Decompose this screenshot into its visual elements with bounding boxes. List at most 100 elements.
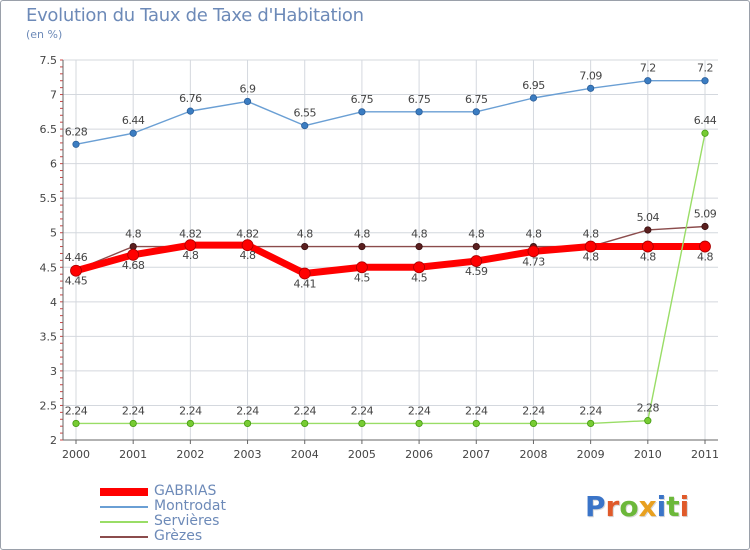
data-label-montrodat: 6.75: [408, 93, 431, 106]
x-tick-label: 2008: [519, 448, 547, 461]
data-point-montrodat: [243, 97, 252, 106]
data-point-gabrias: [298, 267, 311, 280]
data-label-gabrias: 4.45: [65, 275, 88, 288]
data-label-gabrias: 4.59: [465, 265, 488, 278]
x-tick-label: 2010: [634, 448, 662, 461]
chart-title: Evolution du Taux de Taxe d'Habitation: [26, 5, 364, 26]
data-point-servires: [186, 419, 194, 428]
data-point-servires: [529, 419, 538, 428]
data-point-gabrias: [241, 239, 254, 252]
data-label-servires: 2.24: [293, 404, 316, 417]
y-tick-label: 7: [50, 89, 57, 102]
data-label-montrodat: 6.95: [522, 79, 545, 92]
series-line-montrodat: [75, 80, 706, 145]
data-label-servires: 6.44: [694, 114, 717, 127]
x-tick-label: 2004: [291, 448, 319, 461]
data-point-servires: [358, 419, 366, 428]
data-point-montrodat: [301, 122, 309, 130]
y-tick-label: 3: [50, 365, 57, 378]
data-point-gabrias: [470, 255, 483, 267]
data-point-servires: [72, 419, 80, 428]
y-tick-label: 2: [50, 434, 57, 447]
logo-letter: i: [656, 490, 667, 523]
legend: GABRIAS Montrodat Servières Grèzes: [100, 484, 360, 544]
data-label-gabrias: 4.68: [122, 259, 145, 272]
data-label-gabrias: 4.5: [354, 271, 370, 284]
logo-letter: o: [619, 490, 639, 523]
series-line-gabrias: [72, 241, 709, 277]
y-tick-label: 4.5: [40, 261, 58, 274]
data-point-montrodat: [129, 129, 137, 137]
data-label-montrodat: 6.55: [293, 107, 316, 120]
logo-letter: t: [666, 490, 680, 523]
data-point-montrodat: [186, 107, 194, 115]
data-label-montrodat: 6.44: [122, 114, 145, 127]
y-tick-label: 6.5: [40, 123, 58, 136]
data-point-gabrias: [127, 248, 140, 261]
y-tick-label: 5.5: [40, 192, 58, 205]
data-label-montrodat: 6.28: [65, 125, 88, 138]
data-label-grzes: 4.8: [411, 228, 427, 241]
x-tick-label: 2007: [462, 448, 490, 461]
data-label-gabrias: 4.8: [583, 251, 599, 264]
data-point-servires: [301, 419, 309, 428]
y-tick-label: 4: [50, 296, 57, 309]
y-tick-label: 3.5: [40, 330, 58, 343]
data-label-montrodat: 6.75: [351, 93, 374, 106]
data-point-montrodat: [72, 140, 80, 148]
data-point-montrodat: [644, 77, 652, 85]
data-point-servires: [701, 129, 709, 137]
x-tick-label: 2011: [691, 448, 719, 461]
legend-swatch-gabrias: [100, 488, 148, 496]
legend-item-montrodat: Montrodat: [100, 499, 360, 514]
data-label-grzes: 4.8: [297, 228, 313, 241]
data-label-grzes: 4.82: [236, 228, 259, 241]
data-label-montrodat: 6.9: [240, 82, 256, 95]
data-point-grzes: [644, 226, 652, 234]
data-label-montrodat: 7.2: [697, 62, 713, 75]
data-point-grzes: [701, 222, 709, 231]
data-point-montrodat: [529, 94, 538, 102]
y-tick-label: 2.5: [40, 399, 58, 412]
proxiti-logo: Proxiti: [585, 490, 695, 530]
data-point-montrodat: [587, 84, 595, 92]
data-point-servires: [644, 417, 652, 425]
data-point-grzes: [129, 242, 137, 251]
data-label-servires: 2.24: [351, 404, 374, 417]
data-point-grzes: [472, 242, 480, 251]
legend-item-servieres: Servières: [100, 514, 360, 529]
x-tick-label: 2009: [577, 448, 605, 461]
data-label-grzes: 4.8: [583, 228, 599, 241]
legend-item-grezes: Grèzes: [100, 529, 360, 544]
data-label-gabrias: 4.8: [697, 251, 713, 264]
series-line-servires: [75, 132, 706, 425]
data-label-grzes: 4.46: [65, 251, 88, 264]
data-point-servires: [243, 419, 252, 428]
data-point-montrodat: [472, 108, 480, 116]
legend-label-gabrias: GABRIAS: [154, 483, 217, 499]
legend-item-gabrias: GABRIAS: [100, 484, 360, 499]
x-tick-label: 2000: [62, 448, 90, 461]
y-tick-label: 6: [50, 158, 57, 171]
data-label-grzes: 4.82: [179, 228, 202, 241]
data-point-grzes: [301, 242, 309, 251]
data-point-gabrias: [413, 261, 425, 274]
data-label-montrodat: 6.76: [179, 92, 202, 105]
data-point-gabrias: [527, 245, 540, 258]
data-point-servires: [129, 419, 137, 428]
logo-letter: i: [679, 490, 690, 523]
logo-letter: r: [605, 490, 620, 523]
data-point-grzes: [358, 242, 366, 251]
logo-letter: P: [585, 490, 606, 523]
data-point-montrodat: [701, 77, 709, 85]
data-label-servires: 2.24: [408, 404, 431, 417]
data-point-gabrias: [584, 240, 597, 253]
data-label-gabrias: 4.41: [293, 277, 316, 290]
data-label-grzes: 5.04: [637, 211, 660, 224]
data-label-grzes: 5.09: [694, 208, 717, 221]
x-tick-label: 2003: [234, 448, 262, 461]
data-point-gabrias: [70, 264, 82, 277]
data-label-servires: 2.24: [65, 404, 88, 417]
data-point-gabrias: [184, 239, 197, 252]
